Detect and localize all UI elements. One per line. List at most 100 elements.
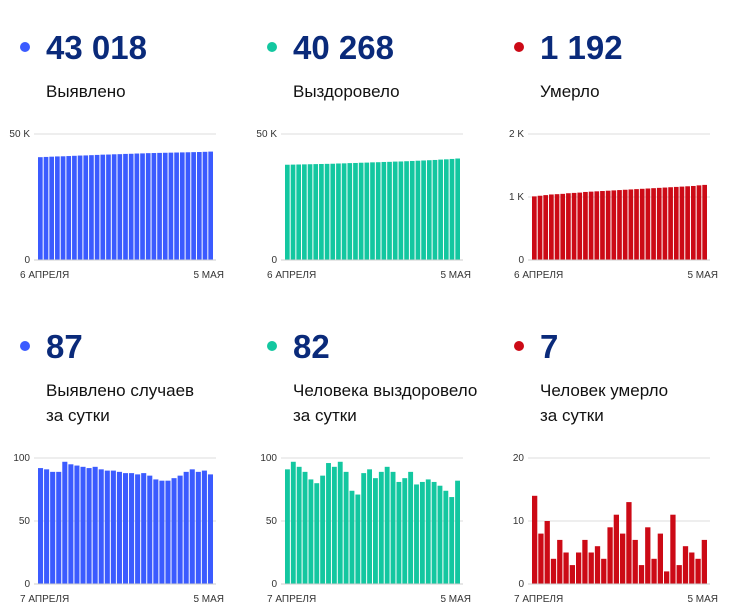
- bar: [594, 546, 601, 584]
- bar: [557, 539, 563, 584]
- y-tick-label: 0: [24, 255, 30, 266]
- legend-dot: [20, 42, 30, 52]
- y-tick-label: 50 K: [256, 129, 277, 140]
- bar: [56, 471, 62, 584]
- x-tick-label-start: 7 АПРЕЛЯ: [267, 594, 316, 605]
- bar: [183, 471, 189, 584]
- y-tick-label: 50: [19, 516, 31, 527]
- y-tick-label: 50: [266, 516, 278, 527]
- bar: [432, 159, 438, 260]
- bar: [134, 153, 140, 260]
- x-tick-label-start: 6 АПРЕЛЯ: [514, 270, 563, 281]
- y-tick-label: 20: [513, 453, 525, 464]
- bar: [347, 163, 353, 260]
- bar: [290, 461, 296, 584]
- bar: [582, 539, 588, 584]
- x-tick-label-start: 7 АПРЕЛЯ: [20, 594, 69, 605]
- bar: [611, 190, 617, 260]
- bar: [80, 466, 86, 584]
- bar: [367, 469, 372, 584]
- bar: [86, 468, 92, 584]
- bar: [151, 153, 157, 260]
- bar: [543, 195, 549, 260]
- y-tick-label: 1 K: [509, 192, 524, 203]
- panel-daily-recovered: 82 Человека выздоровело за сутки 0 50 100 7…: [247, 316, 487, 616]
- bar: [645, 527, 651, 584]
- bar: [549, 194, 554, 260]
- bar: [314, 483, 320, 584]
- bar: [141, 473, 147, 584]
- bar: [159, 480, 165, 584]
- y-tick-label: 50 K: [9, 129, 30, 140]
- bar: [343, 471, 349, 584]
- bar: [208, 151, 213, 260]
- panel-deaths: 1 192 Умерло 0 1 K 2 K 6 АПРЕЛЯ 5 МАЯ: [494, 0, 734, 300]
- bar: [695, 558, 701, 584]
- bar: [538, 533, 544, 584]
- bar: [532, 495, 538, 584]
- stat-value: 87: [46, 328, 83, 365]
- bar: [657, 533, 663, 584]
- bar: [689, 552, 695, 584]
- bar: [408, 471, 414, 584]
- y-tick-label: 0: [271, 255, 277, 266]
- bar: [425, 479, 431, 584]
- bar: [358, 162, 364, 260]
- y-tick-label: 0: [24, 579, 30, 590]
- chart-daily-deaths: 0 10 20 7 АПРЕЛЯ 5 МАЯ: [513, 453, 718, 605]
- bar: [341, 163, 347, 260]
- bar: [588, 191, 594, 260]
- x-tick-label-start: 6 АПРЕЛЯ: [267, 270, 316, 281]
- x-tick-label-end: 5 МАЯ: [687, 594, 718, 605]
- bar: [66, 156, 72, 260]
- stat-label-line-1: Выявлено случаев: [46, 381, 195, 400]
- y-tick-label: 100: [13, 453, 30, 464]
- bar: [617, 190, 622, 260]
- bar: [337, 461, 343, 584]
- stat-label-line-1: Выявлено: [46, 82, 126, 101]
- legend-dot: [267, 341, 277, 351]
- bar: [302, 164, 307, 260]
- bar: [43, 156, 49, 260]
- bar: [296, 164, 302, 260]
- panel-daily-deaths: 7 Человек умерло за сутки 0 10 20 7 АПРЕЛЯ 5…: [494, 316, 734, 616]
- bar: [421, 160, 426, 260]
- bar: [89, 155, 94, 260]
- bar: [676, 565, 682, 584]
- bar: [613, 514, 619, 584]
- x-tick-label-end: 5 МАЯ: [193, 270, 224, 281]
- panel-recovered: 40 268 Выздоровело 0 50 K 6 АПРЕЛЯ 5 МАЯ: [247, 0, 487, 300]
- bar: [392, 161, 398, 260]
- bar: [605, 190, 611, 260]
- bar: [174, 152, 179, 260]
- bar: [92, 466, 98, 584]
- x-tick-label-start: 6 АПРЕЛЯ: [20, 270, 69, 281]
- bar: [50, 471, 56, 584]
- bar: [165, 480, 171, 584]
- bar: [431, 481, 437, 584]
- bar: [307, 164, 313, 260]
- bar: [308, 479, 314, 584]
- stat-value: 82: [293, 328, 330, 365]
- panel-detected: 43 018 Выявлено 0 50 K 6 АПРЕЛЯ 5 МАЯ: [0, 0, 240, 300]
- bar: [122, 473, 129, 584]
- bar: [68, 464, 74, 584]
- bar: [353, 162, 358, 260]
- y-tick-label: 10: [513, 516, 525, 527]
- bar: [106, 154, 111, 260]
- bar: [326, 463, 331, 584]
- bar: [117, 154, 123, 260]
- bar: [157, 152, 162, 260]
- bar: [319, 163, 324, 260]
- bar: [620, 533, 626, 584]
- stat-label-line-1: Выздоровело: [293, 82, 400, 101]
- bar: [177, 475, 183, 584]
- y-tick-label: 0: [271, 579, 277, 590]
- bar: [111, 154, 117, 260]
- bar: [443, 490, 449, 584]
- bar: [336, 163, 341, 260]
- stat-label-line-1: Умерло: [540, 82, 600, 101]
- bar: [94, 154, 100, 260]
- chart-detected: 0 50 K 6 АПРЕЛЯ 5 МАЯ: [9, 129, 224, 281]
- bar: [626, 502, 632, 584]
